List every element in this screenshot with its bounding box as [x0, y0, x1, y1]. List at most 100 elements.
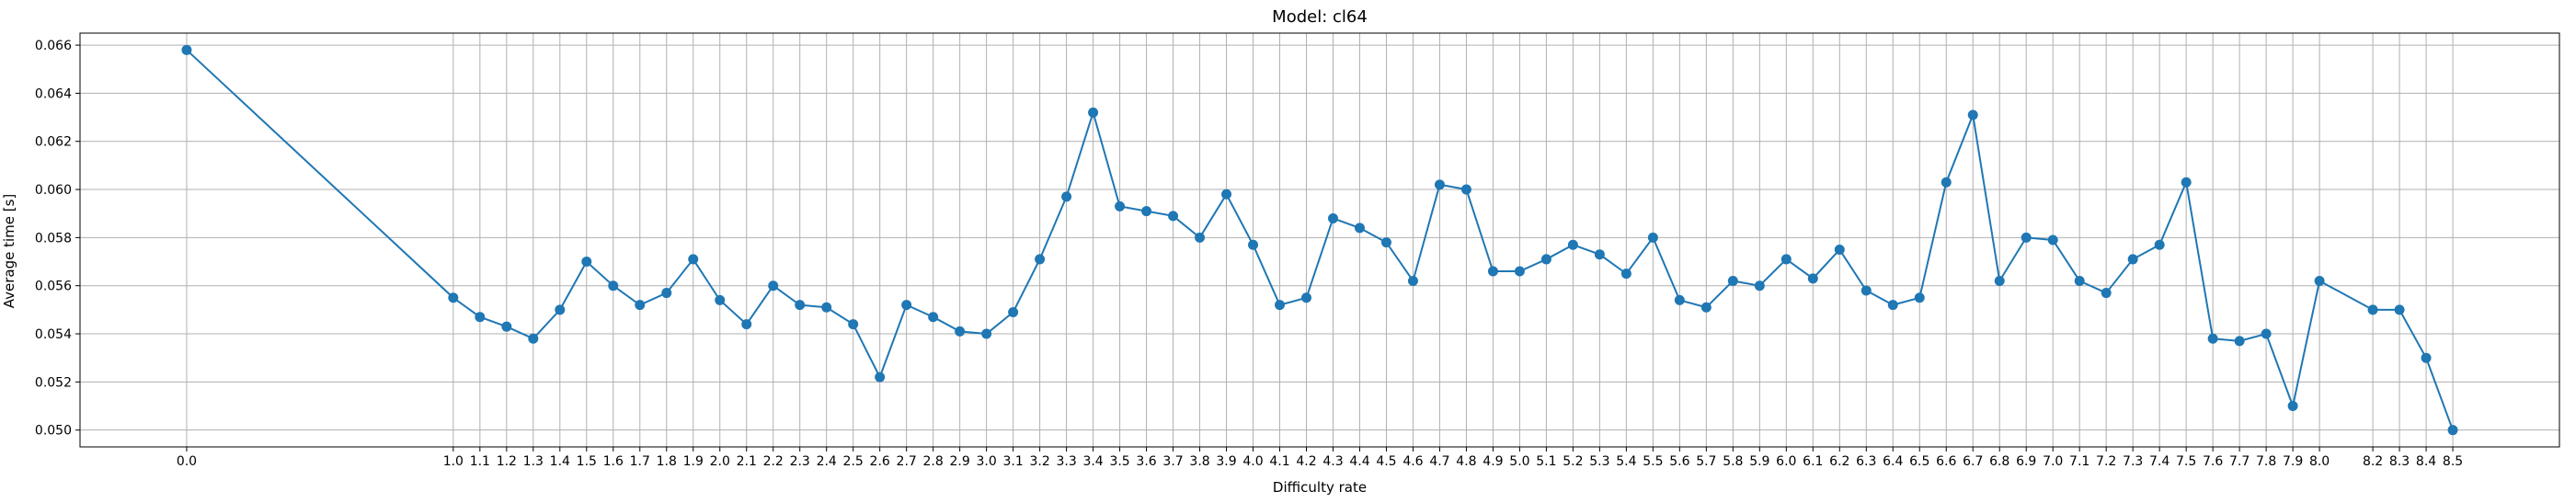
data-point [181, 44, 192, 55]
x-tick-label: 7.6 [2203, 454, 2223, 469]
data-point [635, 300, 646, 311]
data-point [475, 312, 486, 323]
x-tick-label: 5.7 [1696, 454, 1716, 469]
data-point [768, 280, 779, 292]
x-tick-label: 1.5 [577, 454, 597, 469]
x-tick-label: 5.3 [1589, 454, 1609, 469]
data-point [2074, 275, 2085, 286]
data-point [795, 300, 806, 311]
data-point [1380, 237, 1391, 248]
x-tick-label: 2.3 [790, 454, 810, 469]
x-tick-label: 7.8 [2256, 454, 2276, 469]
data-point [1807, 273, 1818, 284]
data-point [1754, 280, 1765, 292]
y-tick-label: 0.052 [35, 375, 72, 390]
x-tick-label: 6.8 [1989, 454, 2009, 469]
data-point [555, 304, 566, 315]
x-tick-label: 6.1 [1803, 454, 1823, 469]
data-point [1407, 275, 1418, 286]
x-tick-label: 5.5 [1643, 454, 1663, 469]
x-tick-label: 6.9 [2016, 454, 2036, 469]
data-point [1115, 200, 1126, 211]
series-line [186, 49, 2454, 431]
x-tick-label: 3.3 [1056, 454, 1076, 469]
x-tick-label: 4.7 [1429, 454, 1449, 469]
plot-frame [79, 32, 2560, 448]
data-point [1248, 239, 1259, 250]
x-tick-label: 5.1 [1536, 454, 1556, 469]
x-tick-label: 5.8 [1723, 454, 1743, 469]
data-point [928, 312, 939, 323]
x-tick-label: 3.7 [1162, 454, 1183, 469]
x-tick-label: 2.7 [897, 454, 917, 469]
x-tick-label: 3.0 [977, 454, 997, 469]
x-tick-label: 2.4 [817, 454, 837, 469]
data-point [2021, 232, 2032, 243]
data-point [1540, 254, 1551, 265]
data-point [581, 257, 592, 268]
data-point [1061, 191, 1072, 202]
x-tick-label: 2.8 [923, 454, 944, 469]
x-tick-label: 1.3 [523, 454, 544, 469]
y-axis-title: Average time [s] [1, 194, 17, 309]
data-point [1967, 109, 1978, 120]
data-point [2261, 328, 2272, 339]
data-point [1301, 292, 1312, 303]
x-tick-label: 1.7 [630, 454, 650, 469]
data-point [1195, 232, 1206, 243]
x-tick-label: 2.5 [843, 454, 864, 469]
data-point [1727, 275, 1738, 286]
x-tick-label: 3.6 [1136, 454, 1156, 469]
data-point [2101, 288, 2112, 299]
data-point [1141, 206, 1152, 217]
data-point [1594, 249, 1605, 260]
x-tick-label: 7.2 [2096, 454, 2116, 469]
x-tick-label: 5.4 [1616, 454, 1636, 469]
data-point [1780, 254, 1792, 265]
data-point [1327, 212, 1338, 223]
data-point [1674, 294, 1685, 305]
data-point [741, 319, 752, 330]
x-tick-label: 4.4 [1349, 454, 1369, 469]
x-tick-label: 1.0 [443, 454, 464, 469]
data-point [2207, 333, 2218, 344]
x-tick-label: 3.9 [1216, 454, 1236, 469]
x-tick-label: 4.9 [1483, 454, 1503, 469]
x-tick-label: 4.6 [1402, 454, 1423, 469]
x-tick-label: 4.8 [1456, 454, 1476, 469]
data-point [821, 302, 832, 313]
data-point [1168, 211, 1179, 222]
data-point [715, 294, 726, 305]
data-point [848, 319, 859, 330]
x-tick-label: 4.0 [1242, 454, 1263, 469]
x-tick-label: 7.0 [2043, 454, 2063, 469]
data-point [1008, 306, 1019, 317]
x-tick-label: 5.6 [1669, 454, 1689, 469]
data-point [2287, 401, 2298, 412]
data-point [608, 280, 619, 292]
x-tick-label: 2.2 [763, 454, 784, 469]
x-tick-label: 4.3 [1322, 454, 1343, 469]
data-point [1487, 266, 1498, 277]
data-point [501, 321, 512, 332]
y-tick-label: 0.056 [35, 280, 72, 294]
data-point [1620, 269, 1631, 280]
data-point [2127, 254, 2138, 265]
data-point [981, 328, 992, 339]
x-tick-label: 6.4 [1883, 454, 1903, 469]
data-point [1647, 232, 1658, 243]
data-point [2447, 425, 2458, 436]
data-point [2394, 304, 2405, 315]
data-point [448, 292, 459, 303]
data-point [528, 333, 539, 344]
y-tick-label: 0.062 [35, 135, 72, 150]
x-tick-label: 1.4 [550, 454, 570, 469]
x-tick-label: 6.3 [1856, 454, 1876, 469]
x-tick-label: 6.0 [1776, 454, 1796, 469]
x-tick-label: 7.1 [2069, 454, 2089, 469]
data-point [2234, 336, 2245, 347]
x-tick-label: 5.2 [1563, 454, 1583, 469]
x-tick-label: 4.1 [1269, 454, 1289, 469]
